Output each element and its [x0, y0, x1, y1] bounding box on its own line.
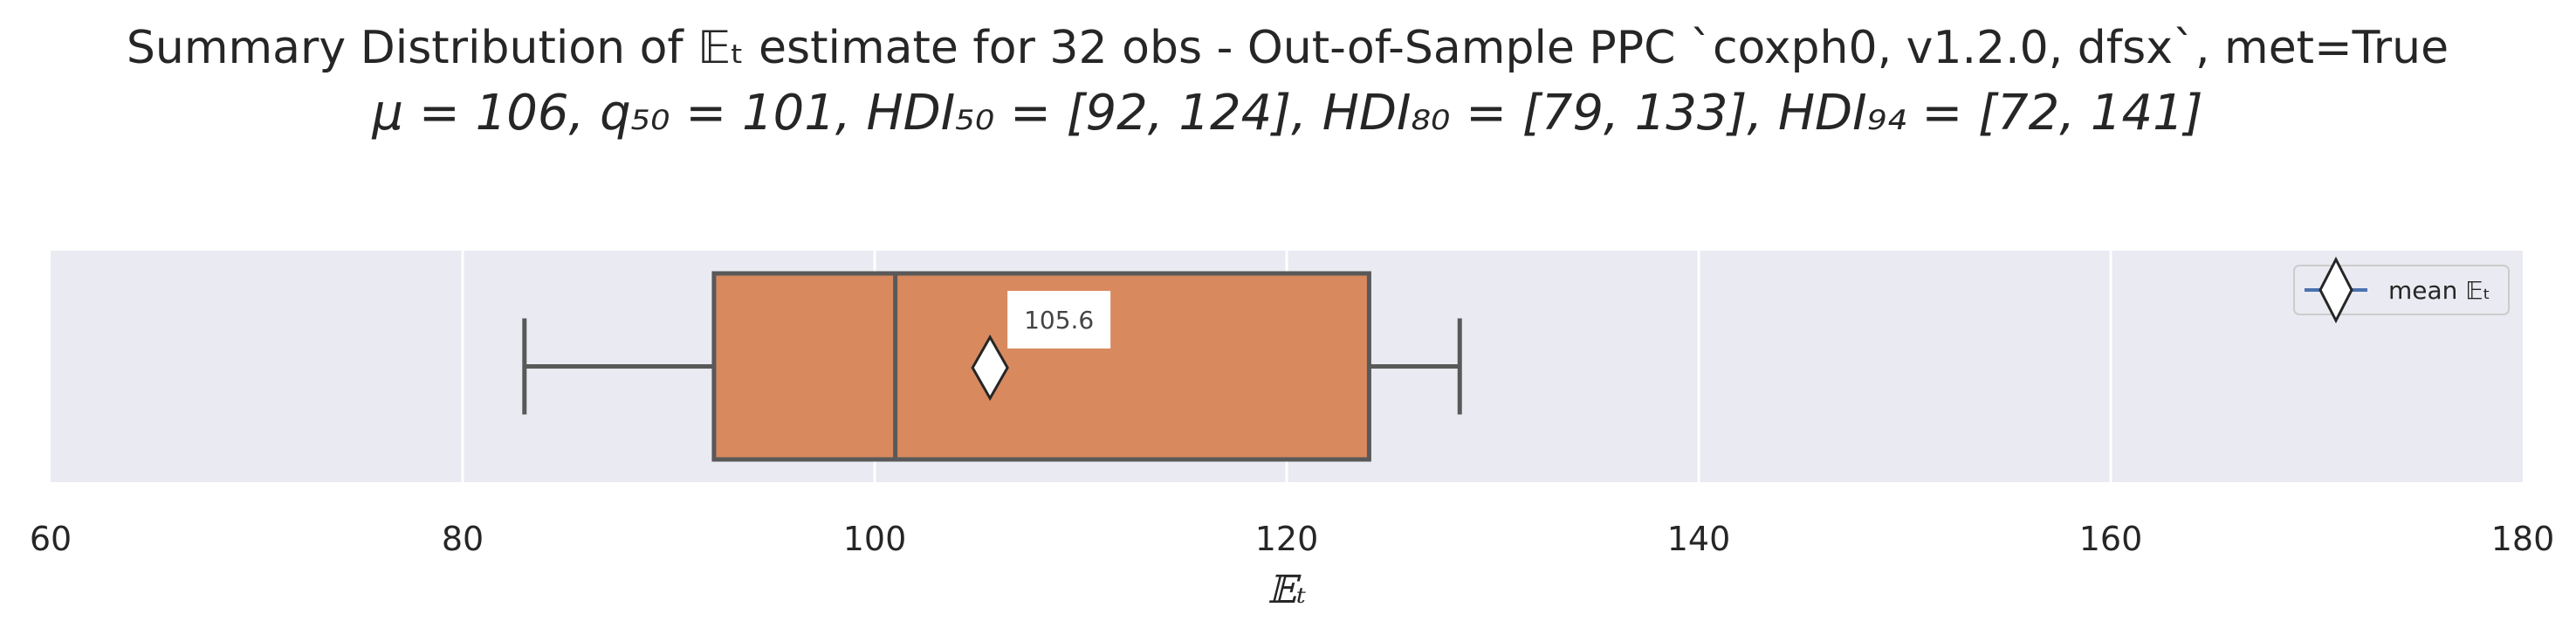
legend: mean 𝔼ₜ [2293, 256, 2510, 324]
chart-subtitle: μ = 106, q₅₀ = 101, HDI₅₀ = [92, 124], H… [371, 85, 2202, 141]
legend-frame [2293, 265, 2510, 315]
mean-marker [971, 334, 1009, 402]
x-tick-label-60: 60 [30, 520, 72, 558]
mean-annotation-label: 105.6 [1024, 306, 1094, 335]
box-plot: 105.6 [522, 271, 1462, 462]
legend-label-mean: mean 𝔼ₜ [2388, 276, 2490, 305]
x-tick-label-160: 160 [2079, 520, 2143, 558]
legend-diamond-marker [2318, 256, 2353, 324]
x-tick-label-120: 120 [1255, 520, 1319, 558]
x-tick-label-80: 80 [442, 520, 484, 558]
x-tick-label-140: 140 [1667, 520, 1731, 558]
x-tick-label-180: 180 [2491, 520, 2555, 558]
chart-title: Summary Distribution of 𝔼ₜ estimate for … [127, 22, 2449, 74]
x-tick-label-100: 100 [843, 520, 907, 558]
x-axis-label: 𝔼ₜ [1267, 568, 1307, 612]
mean-annotation-box [1007, 291, 1111, 349]
x-axis-ticks: 60 80 100 120 140 160 180 [30, 520, 2554, 558]
